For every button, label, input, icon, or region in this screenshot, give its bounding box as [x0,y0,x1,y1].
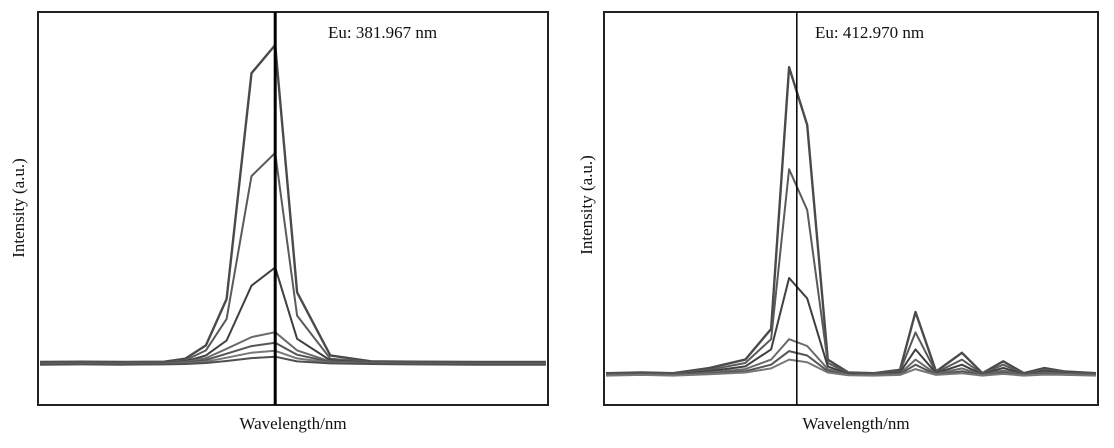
y-axis-label-left: Intensity (a.u.) [9,158,28,258]
x-axis-label-right: Wavelength/nm [802,414,909,433]
series-group-right [605,65,1097,377]
series-line-left-7 [39,355,546,366]
x-axis-label-left: Wavelength/nm [239,414,346,433]
panel-left: Eu: 381.967 nm Wavelength/nm Intensity (… [9,11,549,433]
annotation-right: Eu: 412.970 nm [815,23,924,42]
annotation-left: Eu: 381.967 nm [328,23,437,42]
plot-frame-left [37,11,549,406]
series-line-right-6 [605,358,1097,377]
series-group-left [39,43,546,366]
panel-right: Eu: 412.970 nm Wavelength/nm Intensity (… [577,11,1099,433]
plot-frame-right [603,11,1099,406]
y-axis-label-right: Intensity (a.u.) [577,155,596,255]
